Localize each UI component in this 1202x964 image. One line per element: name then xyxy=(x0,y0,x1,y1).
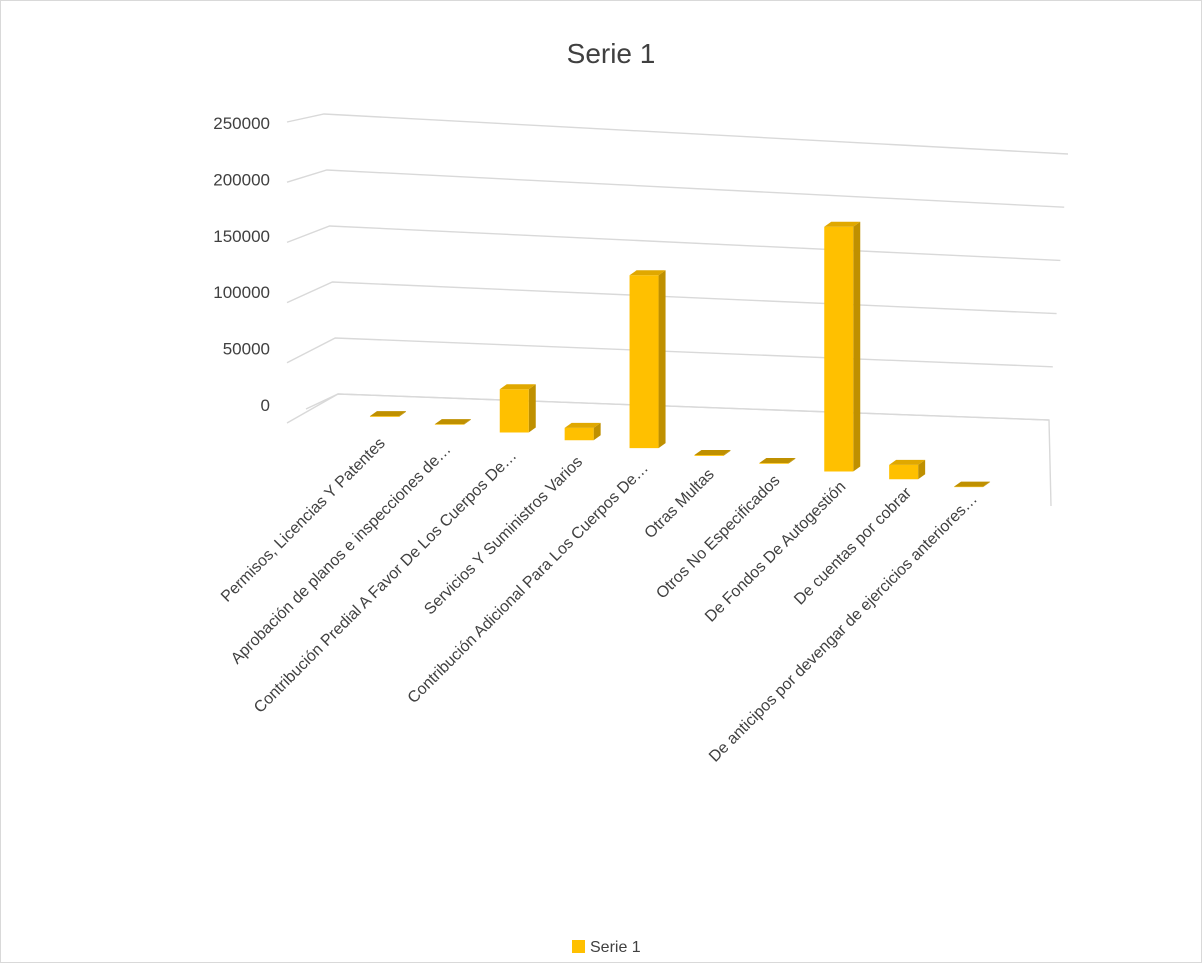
bar-front xyxy=(565,428,594,440)
bar xyxy=(630,270,666,448)
bar-front xyxy=(435,424,464,425)
bar xyxy=(370,411,406,417)
y-tick-label: 150000 xyxy=(213,227,270,246)
bar xyxy=(435,419,471,425)
category-label: Otros No Especificados xyxy=(653,472,783,602)
gridline xyxy=(287,394,1049,423)
gridline xyxy=(287,170,1064,207)
bar-side xyxy=(853,222,860,472)
category-label: Contribución Adicional Para Los Cuerpos … xyxy=(405,460,652,707)
bar xyxy=(500,384,536,432)
category-label: Otras Multas xyxy=(642,466,718,542)
category-label: De anticipos por devengar de ejercicios … xyxy=(706,491,981,766)
gridline xyxy=(287,282,1057,314)
bar xyxy=(759,458,795,464)
y-tick-label: 50000 xyxy=(223,340,270,359)
category-label: De Fondos De Autogestión xyxy=(702,478,849,625)
y-tick-label: 250000 xyxy=(213,114,270,133)
bar-front xyxy=(370,416,399,417)
y-tick-label: 200000 xyxy=(213,170,270,189)
bar-side xyxy=(659,270,666,448)
gridline xyxy=(287,226,1060,260)
category-label: De cuentas por cobrar xyxy=(791,484,915,608)
gridlines xyxy=(287,114,1068,506)
category-label: Contribución Predial A Favor De Los Cuer… xyxy=(251,447,520,716)
y-tick-label: 100000 xyxy=(213,283,270,302)
bar xyxy=(889,460,925,479)
legend: Serie 1 xyxy=(572,939,641,956)
bar-front xyxy=(889,465,918,479)
bar-front xyxy=(630,275,659,448)
legend-swatch xyxy=(572,940,585,953)
y-tick-label: 0 xyxy=(261,396,270,415)
bar-front xyxy=(759,463,788,464)
bar-front xyxy=(694,455,723,456)
bar xyxy=(824,222,860,472)
gridline xyxy=(287,114,1068,154)
bar-side xyxy=(529,384,536,432)
bar xyxy=(565,423,601,440)
bar xyxy=(694,450,730,456)
category-label: Servicios Y Suministros Varios xyxy=(421,454,586,619)
bar-front xyxy=(824,227,853,472)
gridline xyxy=(287,338,1053,367)
bar xyxy=(954,482,990,487)
category-labels: Permisos, Licencias Y PatentesAprobación… xyxy=(218,435,981,766)
bar-front xyxy=(500,389,529,432)
bars xyxy=(370,222,990,487)
y-axis-ticks: 0 50000 100000 150000 200000 250000 xyxy=(213,114,270,415)
chart-title: Serie 1 xyxy=(567,38,656,69)
legend-label: Serie 1 xyxy=(590,939,641,956)
